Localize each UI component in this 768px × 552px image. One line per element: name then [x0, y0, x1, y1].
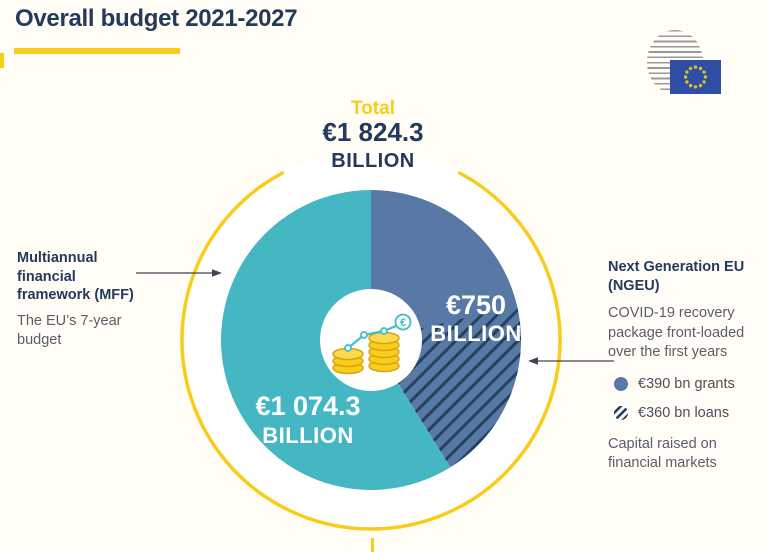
ngeu-description-line: COVID-19 recovery	[608, 305, 735, 321]
mff-description-line: The EU’s 7-year	[17, 312, 122, 329]
ngeu-description-line: package front-loaded	[608, 324, 745, 341]
mff-description-line: budget	[17, 332, 62, 348]
total-unit: BILLION	[331, 150, 415, 172]
euro-badge-icon	[394, 313, 412, 331]
total-label: Total	[351, 98, 395, 119]
loans-hatched-dot-icon	[614, 405, 628, 420]
budget-donut-chart: €	[180, 151, 562, 531]
bottom-ring-tick	[371, 538, 374, 552]
coins-growth-icon: €	[332, 313, 412, 375]
ngeu-heading-line: Next Generation EU	[608, 259, 745, 275]
page-title: Overall budget 2021-2027	[15, 5, 298, 32]
grants-solid-dot-icon	[614, 376, 628, 391]
legend-item-grants: €390 bn grants	[614, 376, 768, 392]
council-of-eu-logo	[628, 22, 732, 106]
growth-line	[347, 322, 402, 349]
eu-flag-field	[670, 60, 721, 94]
title-underline	[14, 48, 180, 54]
ngeu-slice-unit: BILLION	[430, 321, 522, 346]
euro-badge-glyph: €	[400, 317, 406, 329]
ngeu-description-line: over the first years	[608, 344, 728, 360]
ngeu-heading-line: (NGEU)	[608, 277, 660, 294]
ngeu-footnote-line: Capital raised on	[608, 435, 717, 452]
eu-flag-stars	[683, 65, 708, 89]
total-value: €1 824.3	[322, 117, 424, 147]
loans-label: €360 bn loans	[638, 404, 730, 421]
mff-heading-line: Multiannual	[17, 250, 98, 266]
ngeu-legend: €390 bn grants €360 bn loans	[608, 376, 768, 421]
mff-heading-line: framework (MFF)	[17, 287, 134, 303]
mff-annotation: Multiannual financial framework (MFF) Th…	[17, 249, 182, 351]
outer-yellow-ring	[180, 171, 562, 531]
page-edge-decoration	[0, 53, 4, 68]
growth-line-dots	[344, 327, 388, 352]
grants-label: €390 bn grants	[638, 375, 735, 392]
mff-heading-line: financial	[17, 268, 76, 285]
ngeu-footnote-line: financial markets	[608, 455, 717, 471]
ngeu-slice-value: €750	[445, 290, 507, 320]
coin-stack-left	[332, 347, 364, 375]
mff-slice-unit: BILLION	[262, 423, 354, 448]
eu-flag-icon	[670, 60, 721, 94]
coin-stack-right	[368, 331, 400, 373]
mff-slice-value: €1 074.3	[255, 391, 361, 421]
legend-item-loans: €360 bn loans	[614, 405, 768, 421]
ngeu-annotation: Next Generation EU (NGEU) COVID-19 recov…	[608, 258, 768, 474]
